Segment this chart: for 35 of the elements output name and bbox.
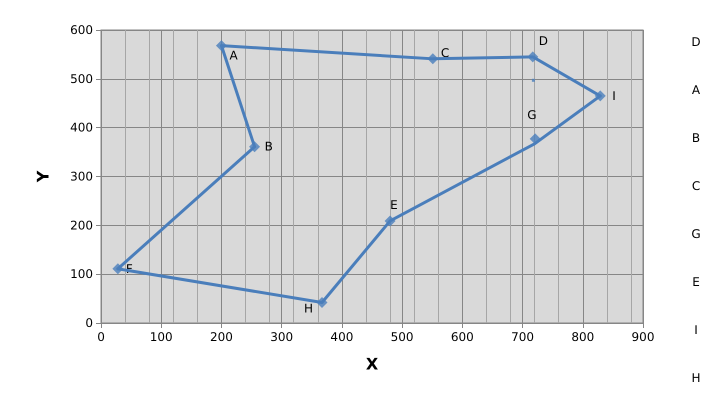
text: A bbox=[692, 83, 701, 97]
text: B bbox=[692, 131, 700, 145]
x-tick-label: 700 bbox=[511, 330, 534, 344]
y-axis-title: Y bbox=[34, 170, 52, 184]
y-tick-label: 200 bbox=[70, 218, 93, 232]
text: H bbox=[691, 371, 701, 385]
x-tick-label: 600 bbox=[450, 330, 474, 344]
text: D bbox=[691, 35, 701, 49]
text: C bbox=[692, 179, 700, 193]
annotation: A bbox=[229, 48, 238, 63]
y-tick-label: 0 bbox=[85, 316, 93, 330]
annotation: C bbox=[440, 46, 450, 60]
y-tick-label: 400 bbox=[70, 120, 93, 135]
x-tick-label: 900 bbox=[632, 330, 654, 344]
text: I bbox=[694, 323, 698, 337]
annotation: H bbox=[304, 301, 314, 316]
text: G bbox=[691, 227, 701, 241]
x-tick-label: 0 bbox=[97, 330, 105, 344]
annotation: E bbox=[390, 198, 398, 212]
x-tick-label: 400 bbox=[330, 330, 354, 344]
annotation: G bbox=[527, 108, 537, 122]
x-tick-label: 800 bbox=[571, 330, 594, 344]
y-tick-label: 600 bbox=[70, 23, 93, 37]
y-tick-label: 500 bbox=[70, 72, 93, 86]
y-tick-label: 100 bbox=[70, 267, 93, 282]
x-axis-title: X bbox=[366, 354, 379, 374]
x-tick-label: 100 bbox=[150, 330, 173, 344]
annotation: D bbox=[538, 34, 548, 48]
x-tick-label: 200 bbox=[210, 330, 233, 344]
x-tick-label: 300 bbox=[270, 330, 294, 344]
annotation: B bbox=[264, 140, 273, 154]
x-tick-label: 500 bbox=[390, 330, 414, 344]
text: E bbox=[692, 275, 700, 289]
y-tick-label: 300 bbox=[70, 170, 93, 184]
annotation: I bbox=[612, 88, 616, 103]
